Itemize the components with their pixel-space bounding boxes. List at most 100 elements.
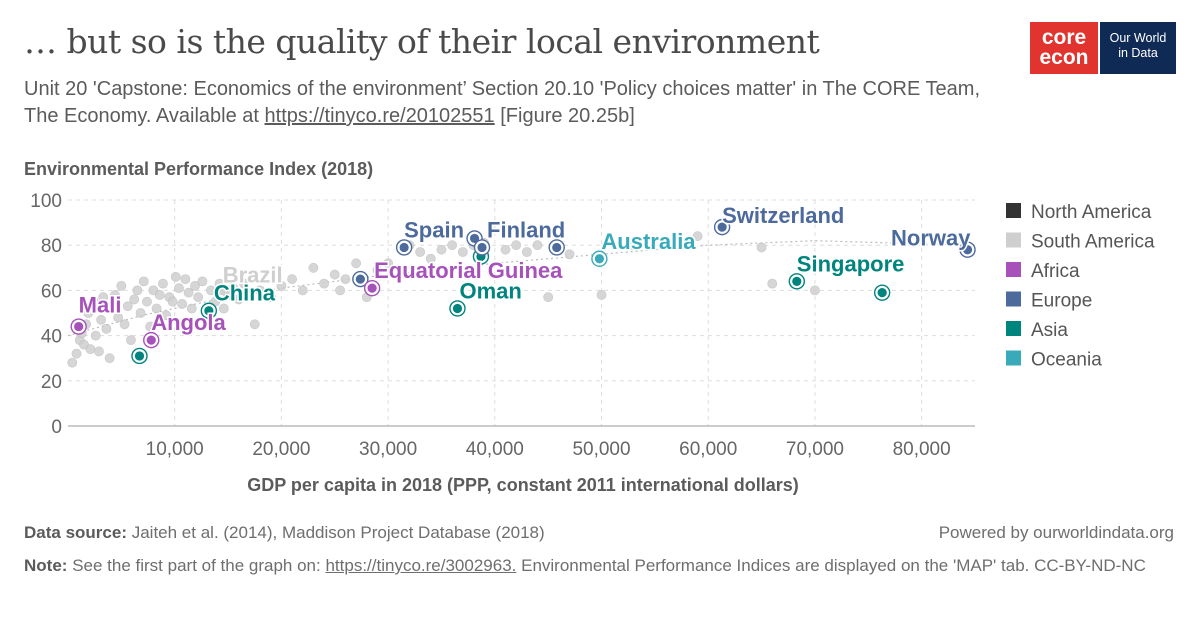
x-tick-label: 60,000 [679, 439, 737, 460]
data-point [329, 269, 340, 280]
point-label: Norway [891, 226, 971, 251]
data-point [521, 247, 532, 257]
x-tick-label: 50,000 [572, 439, 630, 460]
data-point [146, 335, 156, 345]
data-point [355, 274, 365, 284]
point-label: Switzerland [722, 203, 844, 228]
data-point [425, 253, 436, 264]
x-tick-label: 40,000 [466, 439, 524, 460]
data-point [255, 285, 265, 296]
data-point [122, 301, 133, 312]
y-tick-label: 80 [41, 236, 62, 257]
data-point [180, 274, 191, 284]
chart-title: … but so is the quality of their local e… [24, 22, 820, 61]
legend-swatch [1006, 291, 1021, 307]
data-point [90, 330, 101, 341]
data-point [71, 348, 82, 359]
subtitle-text: Unit 20 'Capstone: Economics of the envi… [24, 78, 980, 127]
data-source: Data source: Jaiteh et al. (2014), Maddi… [24, 523, 545, 543]
data-point [477, 242, 487, 253]
data-point [244, 290, 255, 300]
data-point [142, 296, 152, 307]
data-point [756, 242, 767, 253]
owid-logo-line2: in Data [1118, 46, 1158, 60]
data-point [119, 319, 130, 330]
data-point [67, 357, 78, 368]
data-point [447, 240, 458, 251]
legend-label: Asia [1031, 320, 1068, 341]
data-point [138, 276, 149, 287]
data-point [594, 254, 604, 264]
data-point [340, 274, 351, 284]
data-point [564, 249, 575, 260]
data-point [628, 240, 639, 251]
powered-by[interactable]: Powered by ourworldindata.org [938, 523, 1174, 542]
data-point [98, 292, 109, 303]
source-text: Jaiteh et al. (2014), Maddison Project D… [131, 523, 545, 542]
point-label: Australia [601, 229, 696, 254]
data-point [511, 240, 522, 251]
data-point [287, 274, 297, 284]
data-point [83, 308, 94, 318]
y-tick-label: 20 [41, 372, 62, 393]
data-point [399, 242, 409, 253]
data-point [239, 278, 249, 289]
x-tick-label: 10,000 [146, 439, 204, 460]
point-label: Equatorial Guinea [374, 258, 563, 283]
point-label: Brazil [223, 262, 283, 287]
data-point [167, 296, 178, 307]
data-point [110, 290, 120, 300]
point-label: Spain [404, 217, 464, 242]
y-axis-label: Environmental Performance Index (2018) [24, 159, 373, 179]
data-point [88, 296, 99, 307]
subtitle-suffix: [Figure 20.25b] [500, 105, 635, 127]
data-point [532, 240, 543, 251]
data-point [319, 278, 329, 289]
owid-logo: Our World in Data [1100, 22, 1176, 74]
data-point [190, 280, 200, 291]
legend-label: Oceania [1031, 350, 1102, 371]
data-point [552, 242, 562, 253]
data-point [177, 299, 188, 309]
data-point [452, 303, 463, 314]
data-point [335, 285, 345, 296]
data-point [436, 244, 447, 255]
note-suffix: Environmental Performance Indices are di… [521, 556, 1146, 575]
data-point [161, 310, 172, 321]
data-point [792, 276, 802, 286]
note: Note: See the first part of the graph on… [24, 554, 1174, 578]
data-point [469, 233, 480, 244]
data-point [94, 346, 104, 357]
y-tick-label: 100 [30, 191, 62, 212]
x-tick-label: 70,000 [786, 439, 844, 460]
data-point [74, 321, 84, 332]
note-prefix: See the first part of the graph on: [72, 556, 321, 575]
data-point [810, 285, 820, 296]
legend-label: South America [1031, 232, 1155, 253]
data-point [134, 351, 145, 361]
data-point [197, 276, 208, 287]
data-point [265, 292, 276, 303]
data-point [183, 287, 194, 298]
data-point [129, 294, 140, 305]
data-point [106, 303, 117, 314]
data-point [186, 303, 197, 314]
data-point [415, 247, 426, 257]
logo[interactable]: core econ Our World in Data [1030, 22, 1176, 74]
data-point [96, 314, 106, 325]
data-point [500, 244, 511, 255]
data-point [962, 245, 973, 255]
chart-subtitle: Unit 20 'Capstone: Economics of the envi… [24, 76, 984, 130]
point-label: Finland [487, 217, 565, 242]
y-tick-label: 60 [41, 281, 62, 302]
subtitle-link[interactable]: https://tinyco.re/20102551 [264, 105, 495, 127]
legend-swatch [1006, 232, 1021, 248]
note-link[interactable]: https://tinyco.re/3002963. [325, 556, 517, 575]
data-point [692, 231, 703, 242]
data-point [113, 312, 124, 323]
y-tick-label: 40 [41, 327, 62, 348]
legend-label: North America [1031, 202, 1152, 223]
data-point [543, 292, 554, 303]
data-point [126, 335, 136, 346]
